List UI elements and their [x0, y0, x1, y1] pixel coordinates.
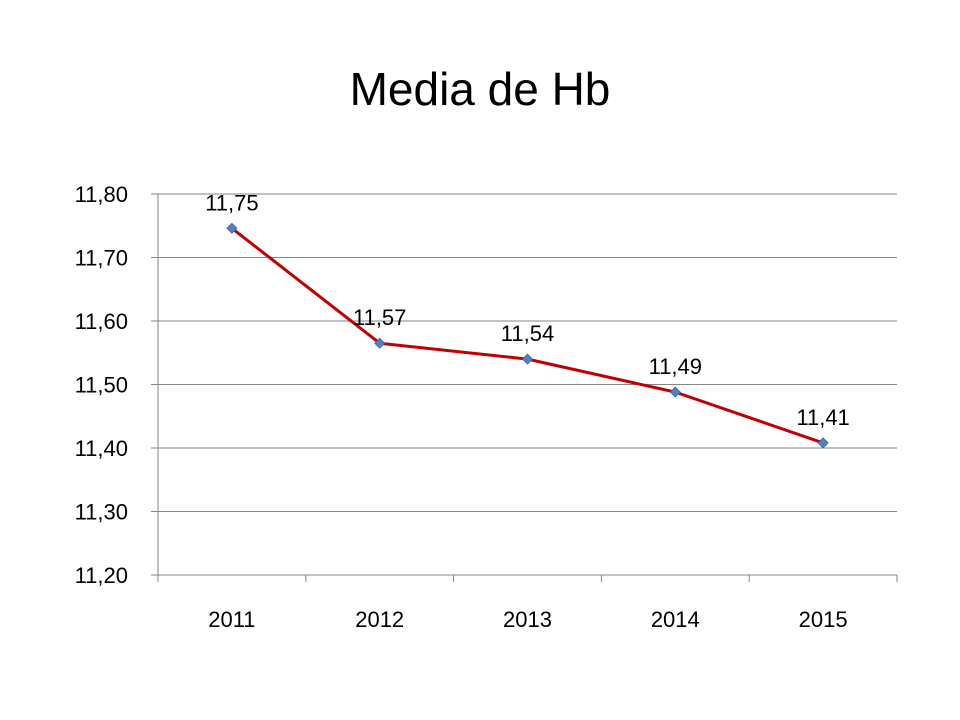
y-tick-label: 11,40 [75, 436, 128, 461]
data-label: 11,54 [501, 321, 554, 346]
y-tick-labels: 11,80 11,70 11,60 11,50 11,40 11,30 11,20 [75, 182, 128, 588]
axes [151, 193, 898, 582]
x-tick-label: 2014 [651, 607, 700, 632]
grid-lines [158, 193, 897, 512]
data-label: 11,75 [205, 190, 258, 215]
data-point [226, 222, 238, 234]
data-label: 11,49 [649, 354, 702, 379]
x-tick-label: 2011 [208, 607, 255, 632]
y-tick-label: 11,80 [75, 182, 128, 207]
data-point [817, 437, 829, 449]
chart-title: Media de Hb [349, 63, 611, 115]
data-label: 11,41 [796, 405, 849, 430]
y-tick-label: 11,50 [75, 373, 128, 398]
data-labels: 11,75 11,57 11,54 11,49 11,41 [205, 190, 850, 430]
data-markers [226, 222, 829, 449]
x-tick-label: 2015 [799, 607, 848, 632]
data-point [521, 353, 534, 365]
y-tick-label: 11,60 [75, 309, 128, 334]
x-tick-label: 2012 [355, 607, 404, 632]
data-point [374, 337, 386, 349]
data-point [669, 386, 681, 398]
x-tick-label: 2013 [503, 607, 552, 632]
y-tick-label: 11,30 [75, 500, 128, 525]
x-tick-labels: 2011 2012 2013 2014 2015 [208, 607, 847, 632]
y-tick-label: 11,20 [75, 563, 128, 588]
y-tick-label: 11,70 [75, 246, 128, 271]
data-label: 11,57 [353, 305, 406, 330]
